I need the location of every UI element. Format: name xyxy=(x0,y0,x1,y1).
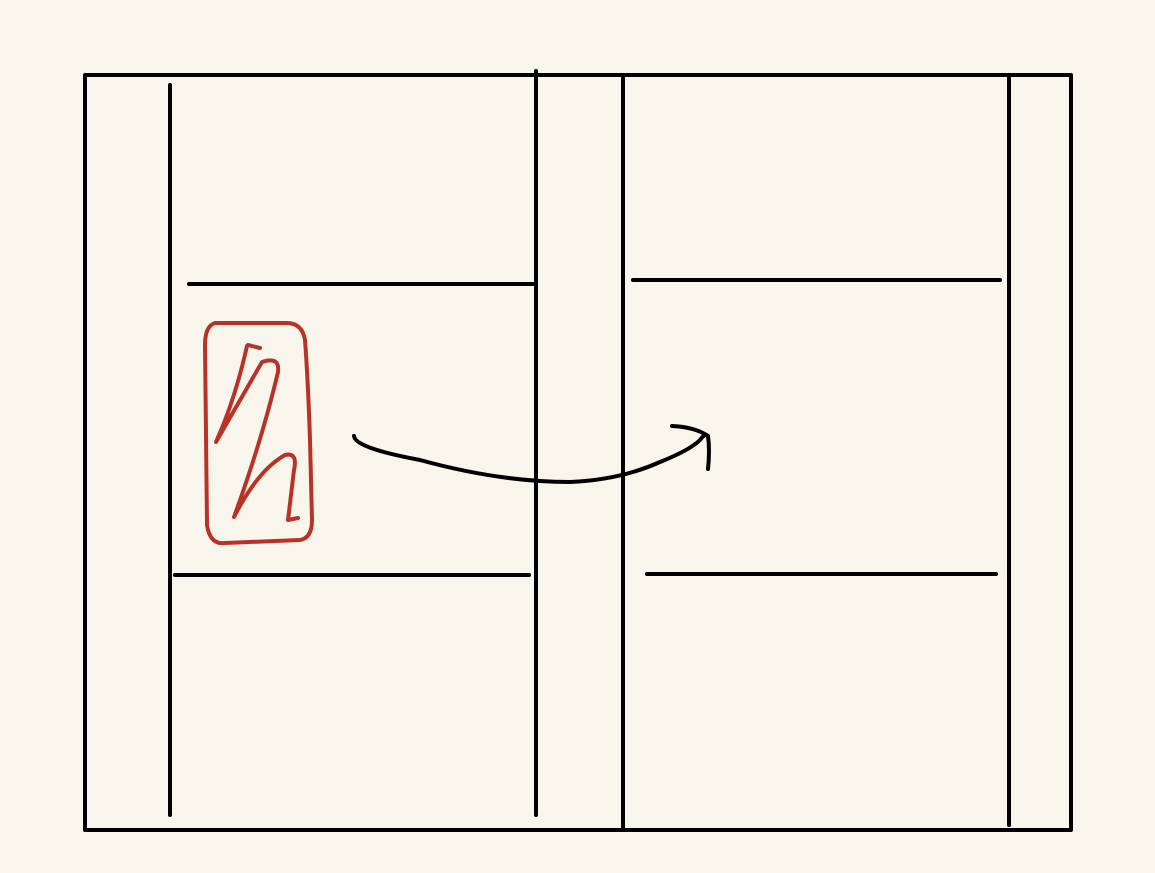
dragged-item xyxy=(203,320,314,546)
arrow-head xyxy=(670,424,711,471)
item-scribble xyxy=(214,343,300,522)
frame xyxy=(83,73,1073,832)
move-arrow xyxy=(352,433,710,484)
